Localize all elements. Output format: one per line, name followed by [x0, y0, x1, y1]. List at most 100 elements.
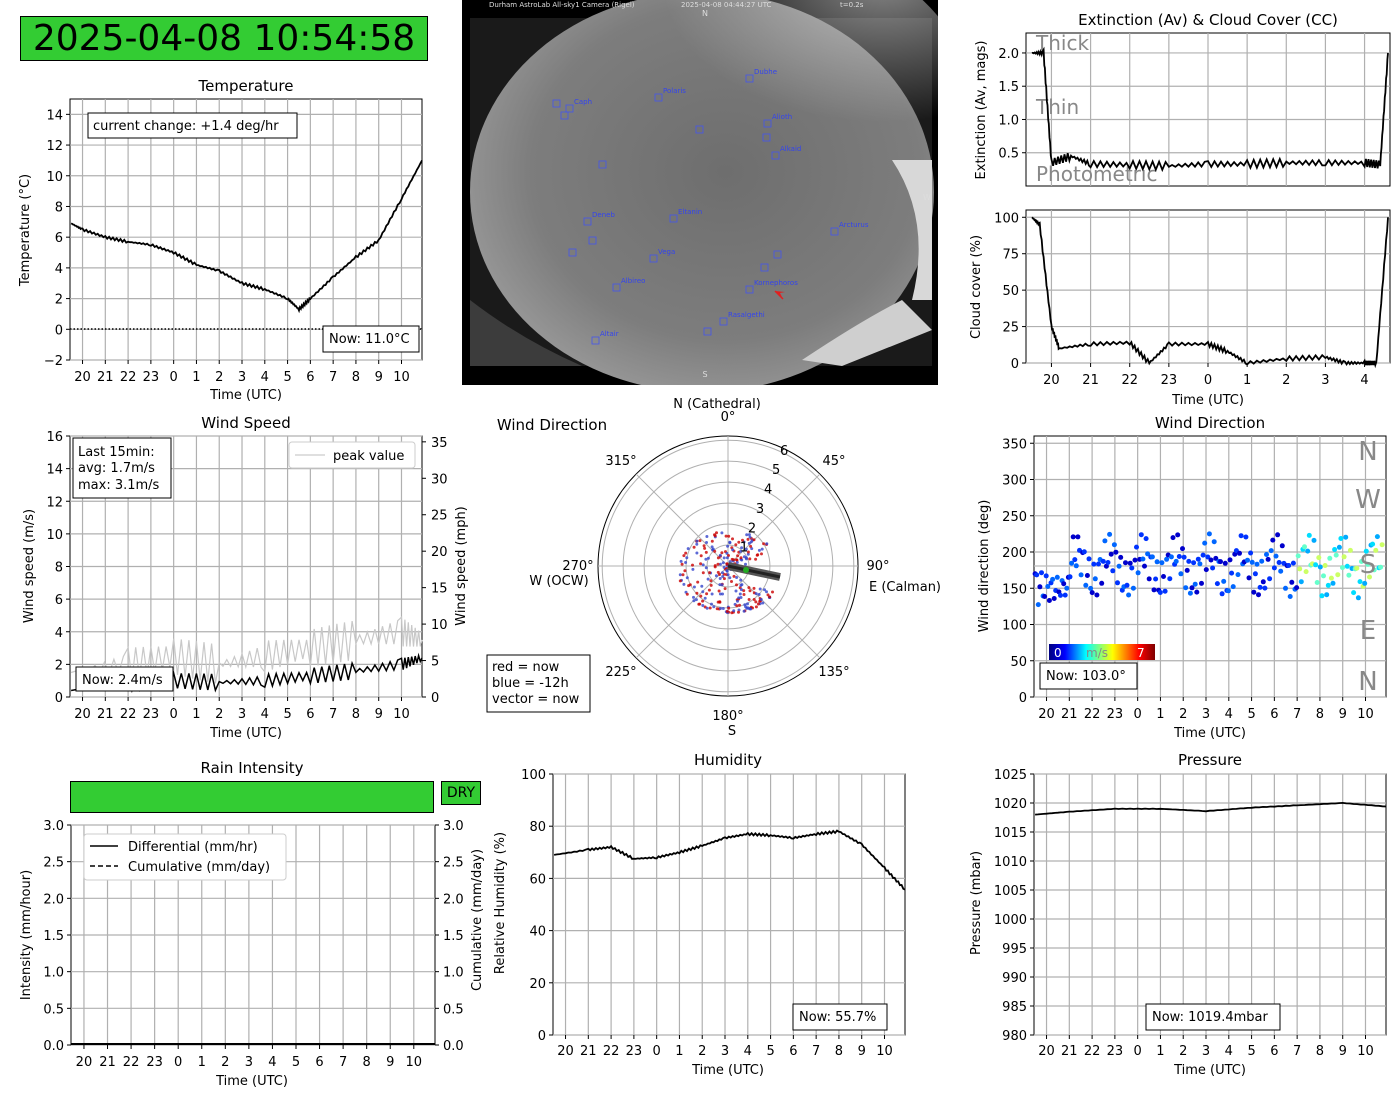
polar-dot — [741, 538, 744, 542]
wind-dir-dot — [1157, 590, 1163, 595]
wind-dir-dot — [1346, 572, 1352, 578]
polar-dot — [752, 538, 756, 542]
wind-dir-dot — [1186, 558, 1192, 564]
polar-dot — [710, 539, 714, 543]
y2-tick-label: 15 — [431, 582, 448, 597]
y2-tick-label: 2.5 — [443, 856, 464, 871]
polar-dot — [695, 551, 699, 555]
y-tick-label: 0.5 — [998, 147, 1019, 162]
wind-dir-dot — [1341, 554, 1347, 560]
polar-dot — [735, 583, 738, 587]
polar-dot — [760, 547, 764, 551]
wind-dir-dot — [1181, 554, 1187, 560]
y-tick-label: 50 — [1010, 655, 1027, 670]
polar-dot — [754, 605, 758, 609]
star-marker — [565, 104, 574, 113]
x-tick-label: 4 — [1225, 707, 1233, 722]
y-tick-label: 980 — [1002, 1029, 1027, 1044]
x-tick-label: 4 — [744, 1044, 752, 1059]
pressure-ylabel: Pressure (mbar) — [969, 851, 984, 955]
wind-dir-dot — [1362, 580, 1368, 586]
polar-dot — [696, 580, 700, 584]
wind-dir-dot — [1192, 581, 1198, 587]
polar-dot — [715, 531, 718, 535]
star-marker — [830, 227, 839, 236]
x-tick-label: 4 — [261, 707, 269, 722]
polar-dot — [728, 541, 732, 545]
x-tick-label: 1 — [1243, 373, 1251, 388]
y2-tick-label: 3.0 — [443, 819, 464, 834]
polar-dot — [701, 571, 705, 575]
polar-dot — [678, 573, 682, 577]
wind-dir-dot — [1143, 536, 1149, 542]
wind-dir-cbar-max: 7 — [1137, 646, 1145, 660]
polar-dot — [686, 547, 690, 551]
polar-dot — [702, 544, 706, 548]
wind-dir-dot — [1194, 589, 1200, 595]
wind-dir-dot — [1146, 576, 1152, 582]
polar-dot — [727, 606, 731, 610]
polar-dot — [703, 596, 707, 600]
temperature-now-box: Now: 11.0°C — [322, 325, 420, 353]
wind-dir-dot — [1219, 591, 1225, 597]
wind-speed-now-box: Now: 2.4m/s — [75, 666, 174, 692]
polar-dot — [685, 556, 689, 560]
polar-dot — [720, 531, 724, 535]
wind-dir-dot — [1206, 531, 1212, 537]
wind-dir-dot — [1370, 541, 1376, 547]
wind-dir-dot — [1199, 580, 1204, 586]
star-marker — [773, 250, 782, 259]
wind-dir-dot — [1039, 570, 1044, 576]
y-tick-label: 0 — [1011, 357, 1019, 372]
wind-dir-dot — [1189, 585, 1195, 591]
pressure-xlabel: Time (UTC) — [1173, 1063, 1246, 1078]
y-tick-label: 150 — [1002, 582, 1027, 597]
wind-dir-dot — [1208, 557, 1214, 563]
wind-dir-dot — [1371, 567, 1377, 573]
wind-speed-x-ticks: 20 21 22 23 0 1 2 3 4 5 6 7 8 9 10 — [74, 697, 410, 722]
polar-dot — [684, 561, 688, 564]
wind-dir-dot — [1134, 544, 1139, 550]
y-tick-label: 10 — [46, 170, 63, 185]
polar-ring-label: 6 — [780, 444, 788, 459]
humidity-y-ticks: 100 80 60 40 20 0 — [521, 768, 553, 1044]
wind-speed-stats-3: max: 3.1m/s — [78, 478, 160, 493]
star-marker — [591, 336, 600, 345]
x-tick-label: 10 — [393, 370, 410, 385]
polar-dot — [715, 607, 719, 611]
wind-dir-now-box: Now: 103.0° — [1039, 662, 1138, 690]
y-tick-label: 1005 — [994, 884, 1027, 899]
y2-tick-label: 5 — [431, 655, 439, 670]
polar-dot — [752, 598, 756, 601]
polar-dot — [722, 556, 726, 560]
x-tick-label: 2 — [698, 1044, 706, 1059]
x-tick-label: 3 — [238, 370, 246, 385]
polar-dot — [691, 567, 695, 571]
polar-dot — [746, 602, 749, 606]
wind-dir-dot — [1105, 560, 1111, 565]
x-tick-label: 3 — [1202, 1044, 1210, 1059]
cloud-ylabel: Cloud cover (%) — [969, 235, 984, 339]
wind-polar-north: N (Cathedral) — [673, 397, 761, 412]
polar-dot — [685, 576, 689, 580]
y-tick-label: 1020 — [994, 797, 1027, 812]
y-tick-label: 995 — [1002, 942, 1027, 957]
polar-dot — [721, 561, 725, 565]
wind-dir-dot — [1313, 562, 1319, 568]
humidity-xlabel: Time (UTC) — [691, 1063, 764, 1078]
polar-dot — [705, 541, 708, 544]
polar-dot — [701, 604, 705, 607]
polar-dot — [726, 544, 730, 548]
temperature-now-text: Now: 11.0°C — [329, 332, 410, 347]
polar-dot — [726, 573, 730, 577]
x-tick-label: 2 — [215, 707, 223, 722]
wind-dir-dot — [1297, 566, 1303, 572]
polar-dot — [763, 588, 766, 592]
star-label: Polaris — [663, 87, 686, 95]
extinction-title: Extinction (Av) & Cloud Cover (CC) — [1078, 11, 1338, 29]
x-tick-label: 9 — [1339, 707, 1347, 722]
y-tick-label: 1010 — [994, 855, 1027, 870]
wind-speed-panel: Wind Speed Last 15min: avg: 1.7m/s max: … — [22, 414, 469, 741]
